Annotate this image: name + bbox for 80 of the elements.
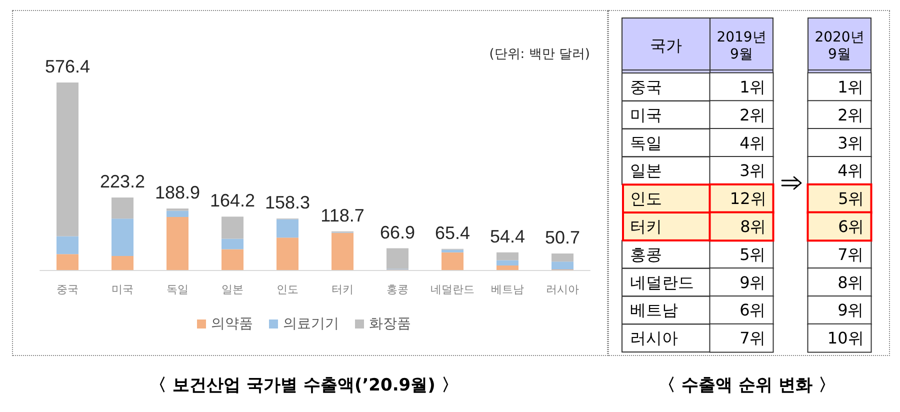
y-tick-label: 홍콩 [630,244,662,264]
bar [166,216,188,270]
bar [442,250,464,252]
bar [496,266,518,270]
annotation: 164.2 [210,190,256,211]
bar [112,218,134,256]
bar [552,262,574,270]
x-tick-label: 일본 [222,283,244,296]
bar [496,252,518,260]
y-tick-label: 중국 [630,77,662,96]
x-tick-label: 중국 [56,283,78,296]
x-tick-label: 베트남 [491,283,524,296]
x-tick-label: 독일 [166,283,188,296]
bar [166,210,188,217]
data-label: 10위 [827,328,864,348]
data-label: 8위 [740,216,766,236]
bar [56,236,78,254]
x-tick-label: 인도 [276,283,298,296]
bar [552,254,574,262]
y-tick-label: 베트남 [630,300,678,320]
y-tick-label: 미국 [630,105,662,124]
annotation: 188.9 [154,182,200,202]
data-label: 4위 [740,133,766,152]
bar [222,249,244,270]
data-label: 5위 [838,189,864,208]
legend-label: 화장품 [369,316,411,332]
legend-label: 의료기기 [283,316,339,332]
data-label: 7위 [740,328,766,348]
x-tick-label: 홍콩 [386,283,408,296]
annotation: 65.4 [434,222,470,243]
y-tick-label: 독일 [630,133,662,152]
data-label: 9위 [740,272,766,292]
data-label: 1위 [740,77,766,96]
bar [56,82,78,236]
data-label: 3위 [740,161,766,180]
annotation: 54.4 [490,226,526,246]
data-label: 8위 [838,272,864,292]
data-label: 6위 [740,300,766,320]
y-tick-label: 터키 [630,216,662,236]
annotation: 223.2 [100,171,146,192]
x-tick-label: 러시아 [546,283,579,296]
data-label: 3위 [838,133,864,152]
text: 〈 보건산업 국가별 수출액(’20.9월) 〉 [150,376,458,396]
bar [112,197,134,219]
annotation: 118.7 [320,205,364,226]
bar [222,238,244,250]
bar [276,219,298,238]
text: 〈 수출액 순위 변화 〉 [658,376,836,396]
x-tick-label: 네덜란드 [430,283,474,296]
data-label: 5위 [740,244,766,264]
x-tick-label: 2020년 9월 [814,30,864,62]
data-label: 2위 [740,105,766,124]
data-label: 6위 [838,216,864,236]
y-tick-label: 일본 [630,161,662,180]
x-tick-label: 2019년 9월 [716,30,766,62]
y-axis-title: 국가 [650,36,682,55]
legend-label: 의약품 [211,316,253,332]
annotation: 50.7 [544,228,580,248]
data-label: 12위 [730,189,766,208]
data-label: 2위 [838,105,864,124]
x-tick-label: 미국 [112,283,134,296]
bar [386,248,408,269]
bar [112,256,134,270]
text: (단위: 백만 달러) [489,47,590,62]
bar [56,254,78,270]
bar [496,260,518,266]
annotation: 158.3 [264,192,310,212]
data-label: 9위 [838,300,864,320]
data-label: 7위 [838,244,864,264]
bar [222,216,244,239]
bar [276,238,298,270]
annotation: 66.9 [380,222,416,242]
y-tick-label: 인도 [630,189,662,208]
annotation: 576.4 [44,56,90,76]
data-label: 1위 [838,77,864,96]
x-tick-label: 터키 [332,283,354,296]
bar [442,252,464,270]
y-tick-label: 러시아 [630,328,678,348]
bar [332,232,354,270]
data-label: 4위 [838,161,864,180]
